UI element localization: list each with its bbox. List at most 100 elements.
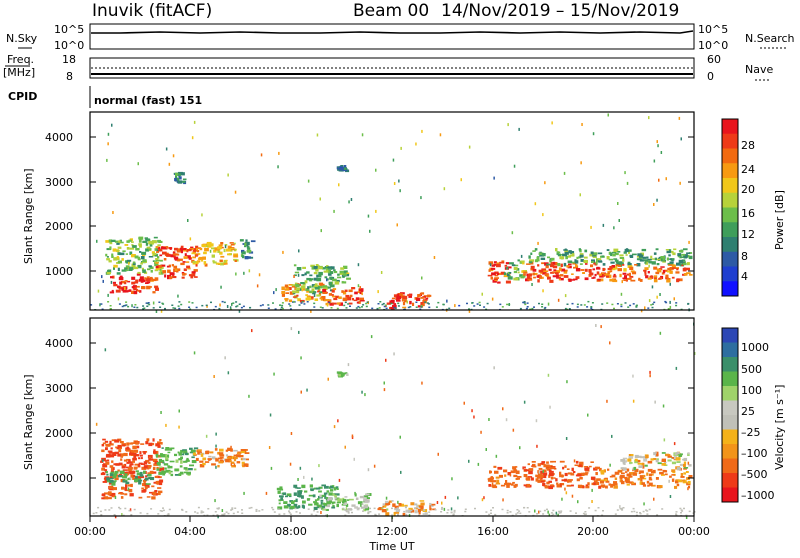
power-ground-cell — [177, 305, 180, 307]
velocity-cell — [661, 452, 666, 454]
power-cell — [529, 259, 535, 262]
velocity-cell — [128, 488, 133, 493]
power-cell — [305, 294, 308, 297]
power-cell — [656, 268, 660, 272]
velocity-cell — [607, 468, 610, 471]
velocity-cell — [334, 497, 340, 501]
power-cell — [610, 261, 615, 264]
power-cell — [297, 298, 301, 302]
power-cell — [589, 253, 593, 257]
velocity-cbar-swatch-8 — [722, 444, 738, 459]
velocity-cell — [546, 481, 550, 485]
power-ground-cell — [319, 306, 322, 308]
power-scatter-cell — [350, 198, 353, 201]
velocity-ground-cell — [231, 507, 234, 509]
velocity-cell — [343, 503, 347, 505]
power-cell — [169, 247, 172, 250]
velocity-ground-cell — [113, 514, 116, 516]
velocity-cell — [321, 484, 326, 487]
velocity-cell — [495, 482, 501, 485]
velocity-cell — [233, 449, 238, 452]
power-scatter-cell — [658, 178, 660, 182]
power-cell — [503, 272, 507, 276]
velocity-ytick-3000: 3000 — [45, 382, 73, 395]
power-scatter-cell — [542, 213, 544, 217]
power-cell — [328, 293, 332, 296]
velocity-cell — [118, 492, 122, 495]
power-cell — [139, 290, 142, 293]
velocity-cell — [242, 457, 246, 461]
velocity-scatter-cell — [318, 464, 320, 468]
power-cell — [113, 284, 118, 287]
power-cell — [533, 276, 536, 279]
power-cell — [656, 263, 660, 266]
power-cell — [115, 289, 121, 293]
power-scatter-cell — [187, 219, 189, 222]
power-ground-cell — [321, 307, 324, 309]
power-cell — [128, 239, 132, 242]
velocity-ytick-4000: 4000 — [45, 337, 73, 350]
power-scatter-cell — [454, 304, 456, 308]
power-cell — [124, 280, 128, 282]
power-cell — [226, 248, 231, 252]
velocity-cell — [674, 453, 678, 456]
power-cell — [106, 258, 110, 261]
velocity-cell — [101, 493, 106, 497]
velocity-cell — [538, 467, 543, 470]
power-cell — [316, 278, 322, 282]
velocity-cell — [515, 466, 518, 468]
power-cell — [230, 244, 235, 246]
velocity-cell — [650, 458, 654, 461]
power-cell — [408, 294, 412, 298]
power-cell — [323, 270, 328, 273]
velocity-cell — [334, 494, 337, 498]
power-cell — [121, 288, 127, 291]
power-cell — [520, 276, 525, 279]
power-cell — [655, 271, 660, 275]
power-scatter-cell — [231, 302, 233, 306]
velocity-ground-cell — [222, 513, 225, 516]
power-cell — [161, 246, 166, 250]
velocity-cell — [351, 504, 356, 507]
velocity-cell — [392, 503, 396, 507]
power-cell — [662, 260, 666, 263]
velocity-cell — [602, 484, 605, 488]
velocity-cell — [136, 472, 141, 476]
velocity-cell — [633, 466, 637, 470]
velocity-cell — [132, 452, 137, 456]
power-cell — [523, 271, 528, 274]
velocity-cell — [124, 473, 128, 477]
velocity-cell — [164, 448, 170, 451]
power-ground-cell — [519, 307, 522, 310]
power-cell — [556, 277, 561, 279]
power-ground-cell — [90, 304, 93, 306]
velocity-ytick-marks — [90, 342, 694, 479]
power-ground-cell — [365, 305, 368, 308]
power-cbar-swatch-8 — [722, 237, 738, 253]
power-region-8 — [327, 265, 351, 286]
velocity-cell — [152, 491, 157, 496]
velocity-cell — [528, 470, 533, 475]
velocity-cell — [202, 457, 207, 461]
velocity-cell — [642, 484, 647, 487]
velocity-cell — [688, 464, 692, 467]
x-tick-marks — [89, 516, 695, 522]
power-scatter-cell — [369, 229, 371, 233]
power-scatter-cell — [316, 133, 319, 137]
power-scatter-cell — [507, 123, 509, 127]
power-cell — [568, 255, 572, 258]
power-cell — [563, 275, 569, 278]
power-cell — [554, 272, 559, 275]
power-ground-cell — [529, 308, 532, 310]
velocity-cell — [191, 456, 195, 459]
velocity-cell — [158, 466, 163, 468]
power-cell — [154, 261, 159, 263]
power-cell — [568, 278, 572, 282]
velocity-ground-cell — [119, 507, 122, 510]
power-cell — [679, 278, 683, 282]
velocity-cell — [541, 475, 547, 479]
velocity-cell — [279, 488, 284, 491]
power-cell — [530, 267, 535, 271]
velocity-cell — [493, 465, 497, 468]
power-cell — [229, 242, 234, 244]
